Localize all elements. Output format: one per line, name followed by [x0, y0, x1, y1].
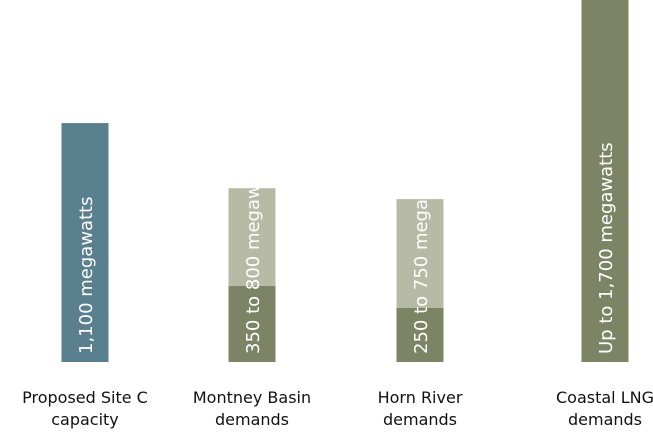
bar-2-value-label: 350 to 800 megawatts	[243, 150, 264, 354]
bar-3-range	[396, 199, 444, 308]
bar-4-value-label: Up to 1,700 megawatts	[596, 142, 617, 354]
bar-2-base	[228, 285, 276, 362]
category-label-3: Horn River demands	[378, 388, 463, 429]
bar-3-base	[396, 307, 444, 362]
bar-3-value-label: 250 to 750 megawatts	[411, 150, 432, 354]
bar-1-base	[61, 123, 109, 362]
bars-group: 1,100 megawatts 350 to 800 megawatts 250 t…	[61, 0, 629, 362]
category-label-4: Coastal LNG demands	[556, 388, 653, 429]
bar-2-range	[228, 188, 276, 286]
bar-1-value-label: 1,100 megawatts	[76, 196, 97, 354]
category-label-2: Montney Basin demands	[193, 388, 311, 429]
bar-4-base	[581, 0, 629, 362]
